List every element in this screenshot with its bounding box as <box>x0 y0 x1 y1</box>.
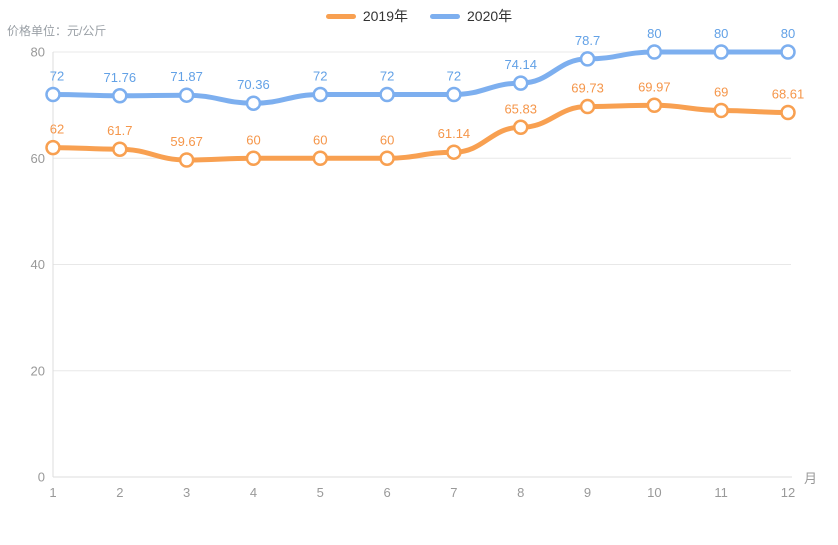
data-label-2020年-m8: 74.14 <box>504 57 537 72</box>
data-point-2020年-m3[interactable] <box>178 87 195 103</box>
data-label-2019年-m11: 69 <box>714 84 728 99</box>
data-point-2019年-m6[interactable] <box>379 150 395 166</box>
data-label-2019年-m3: 59.67 <box>170 134 203 149</box>
y-tick-label-80: 80 <box>31 45 45 60</box>
x-tick-label-11: 11 <box>714 485 728 500</box>
data-label-2019年-m5: 60 <box>313 132 327 147</box>
data-label-2020年-m9: 78.7 <box>575 33 600 48</box>
y-tick-label-0: 0 <box>38 470 45 485</box>
data-point-2019年-m3[interactable] <box>178 152 195 168</box>
x-tick-label-10: 10 <box>647 485 661 500</box>
data-label-2020年-m4: 70.36 <box>237 77 270 92</box>
y-tick-label-20: 20 <box>31 363 45 378</box>
data-point-2019年-m5[interactable] <box>312 150 329 166</box>
legend-line-marker-2019 <box>325 13 356 19</box>
legend-label-2020: 2020年 <box>467 8 513 24</box>
data-label-2020年-m10: 80 <box>647 26 661 41</box>
x-tick-label-8: 8 <box>517 485 524 500</box>
data-label-2020年-m1: 72 <box>50 69 64 84</box>
series-line-2019年 <box>50 102 791 163</box>
legend: 2019年 2020年 <box>0 6 838 26</box>
data-point-2019年-m8[interactable] <box>512 119 529 136</box>
data-label-2019年-m9: 69.73 <box>571 81 604 96</box>
data-label-2019年-m10: 69.97 <box>638 79 671 94</box>
legend-label-2019: 2019年 <box>362 8 408 24</box>
data-label-2020年-m3: 71.87 <box>170 69 203 84</box>
data-label-2019年-m12: 68.61 <box>772 87 805 102</box>
x-tick-label-2: 2 <box>116 485 123 500</box>
data-point-2020年-m12[interactable] <box>780 44 796 60</box>
data-point-2020年-m6[interactable] <box>379 86 395 103</box>
data-label-2019年-m2: 61.7 <box>107 123 132 138</box>
data-point-2019年-m4[interactable] <box>245 150 262 166</box>
x-axis-unit: 月 <box>804 471 817 486</box>
data-point-2019年-m10[interactable] <box>646 97 663 114</box>
data-point-2019年-m12[interactable] <box>780 104 796 121</box>
data-point-2019年-m2[interactable] <box>112 141 128 157</box>
series-line-2020年 <box>50 49 791 106</box>
data-point-2020年-m11[interactable] <box>713 44 729 60</box>
y-tick-label-40: 40 <box>31 257 45 272</box>
x-tick-label-1: 1 <box>49 485 56 500</box>
data-label-2020年-m5: 72 <box>313 69 327 84</box>
legend-item-2019[interactable]: 2019年 <box>325 6 408 26</box>
data-label-2019年-m6: 60 <box>380 132 394 147</box>
y-axis-unit-label: 价格单位：元/公斤 <box>7 24 107 38</box>
data-point-2020年-m9[interactable] <box>579 51 596 67</box>
x-tick-label-3: 3 <box>183 485 190 500</box>
data-point-2020年-m4[interactable] <box>245 95 262 111</box>
x-tick-label-4: 4 <box>250 485 257 500</box>
data-label-2020年-m2: 71.76 <box>104 70 137 85</box>
x-tick-label-7: 7 <box>450 485 457 500</box>
data-point-2020年-m1[interactable] <box>45 86 61 103</box>
x-tick-label-6: 6 <box>383 485 390 500</box>
data-point-2020年-m5[interactable] <box>312 86 329 103</box>
data-point-2020年-m7[interactable] <box>446 86 462 103</box>
y-tick-label-60: 60 <box>31 151 45 166</box>
legend-line-marker-2020 <box>430 13 460 19</box>
data-label-2019年-m4: 60 <box>246 132 260 147</box>
data-label-2020年-m7: 72 <box>447 69 461 84</box>
data-point-2019年-m11[interactable] <box>713 102 729 119</box>
data-point-2020年-m8[interactable] <box>512 75 529 91</box>
legend-item-2020[interactable]: 2020年 <box>430 6 512 26</box>
x-tick-label-5: 5 <box>317 485 324 500</box>
data-label-2020年-m11: 80 <box>714 26 728 41</box>
data-label-2020年-m12: 80 <box>781 26 795 41</box>
data-point-2020年-m10[interactable] <box>646 44 663 60</box>
data-point-2020年-m2[interactable] <box>112 88 128 104</box>
data-label-2019年-m7: 61.14 <box>438 126 471 141</box>
x-tick-label-9: 9 <box>584 485 591 500</box>
x-tick-label-12: 12 <box>781 485 795 500</box>
data-point-2019年-m1[interactable] <box>45 139 61 156</box>
data-label-2019年-m1: 62 <box>50 122 64 137</box>
data-point-2019年-m9[interactable] <box>579 98 596 115</box>
data-label-2020年-m6: 72 <box>380 69 394 84</box>
data-label-2019年-m8: 65.83 <box>504 101 537 116</box>
data-point-2019年-m7[interactable] <box>446 144 462 160</box>
